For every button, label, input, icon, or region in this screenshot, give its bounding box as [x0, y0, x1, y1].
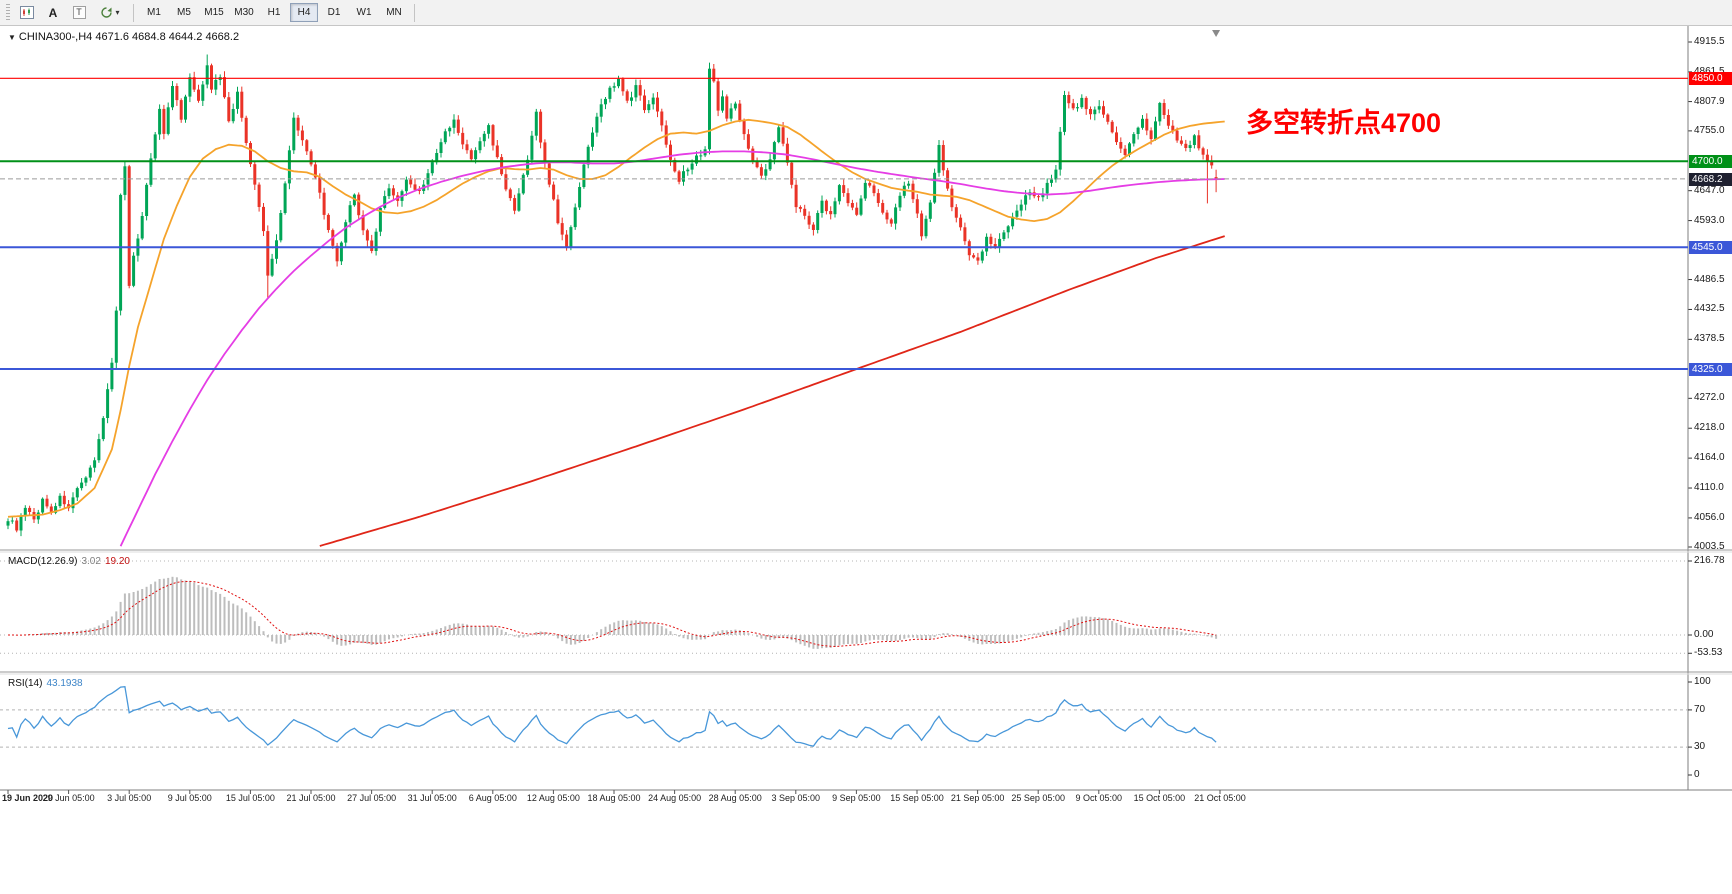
- chart-title-text: CHINA300-,H4 4671.6 4684.8 4644.2 4668.2: [18, 31, 240, 43]
- rsi-line-layer: [7, 685, 1217, 747]
- text-tool-button[interactable]: T: [67, 3, 91, 23]
- candlestick-chart-icon: [20, 6, 34, 19]
- ma-fast-line: [7, 118, 1225, 518]
- toolbar-separator: [133, 3, 134, 22]
- timeframe-m5-button[interactable]: M5: [170, 3, 198, 22]
- macd-signal-layer: [8, 580, 1217, 648]
- timeframe-m1-button[interactable]: M1: [140, 3, 168, 22]
- macd-name: MACD(12.26.9): [8, 556, 78, 567]
- refresh-icon: [101, 7, 113, 18]
- axis-layer: [0, 26, 1732, 794]
- rsi-value: 43.1938: [46, 678, 83, 689]
- text-label-icon: T: [72, 6, 86, 19]
- rsi-label: RSI(14) 43.1938: [8, 678, 83, 689]
- chart-annotation: 多空转折点4700: [1246, 108, 1442, 138]
- rsi-grid-layer: [0, 709, 1688, 748]
- toolbar-grip[interactable]: [6, 3, 10, 22]
- timeframe-mn-button[interactable]: MN: [380, 3, 408, 22]
- symbol-dropdown-icon[interactable]: ▼: [8, 33, 16, 42]
- timeframe-h4-button[interactable]: H4: [290, 3, 318, 22]
- chart-title: ▼ CHINA300-,H4 4671.6 4684.8 4644.2 4668.…: [8, 31, 239, 43]
- timeframe-m15-button[interactable]: M15: [200, 3, 228, 22]
- chart-window-button[interactable]: [15, 3, 39, 23]
- toolbar: A T ▾ M1 M5 M15 M30 H1 H4 D1 W1 MN: [0, 0, 1732, 26]
- ma-mid-line: [119, 150, 1225, 547]
- macd-histogram-layer: [15, 576, 1218, 649]
- macd-signal-value: 19.20: [104, 556, 130, 567]
- timeframe-w1-button[interactable]: W1: [350, 3, 378, 22]
- macd-main-value: 3.02: [81, 556, 101, 567]
- chart-shift-marker: [1212, 30, 1221, 37]
- ma-slow-line: [319, 235, 1225, 547]
- caret-down-icon: ▾: [115, 8, 120, 17]
- toolbar-separator: [414, 3, 415, 22]
- level-lines-layer: [0, 77, 1688, 370]
- macd-label: MACD(12.26.9) 3.02 19.20: [8, 556, 130, 567]
- candles-layer: [6, 54, 1218, 537]
- annotation-tool-button[interactable]: A: [41, 3, 65, 23]
- timeframe-h1-button[interactable]: H1: [260, 3, 288, 22]
- rsi-name: RSI(14): [8, 678, 43, 689]
- autoscroll-dropdown-button[interactable]: ▾: [93, 3, 127, 23]
- timeframe-m30-button[interactable]: M30: [230, 3, 258, 22]
- timeframe-d1-button[interactable]: D1: [320, 3, 348, 22]
